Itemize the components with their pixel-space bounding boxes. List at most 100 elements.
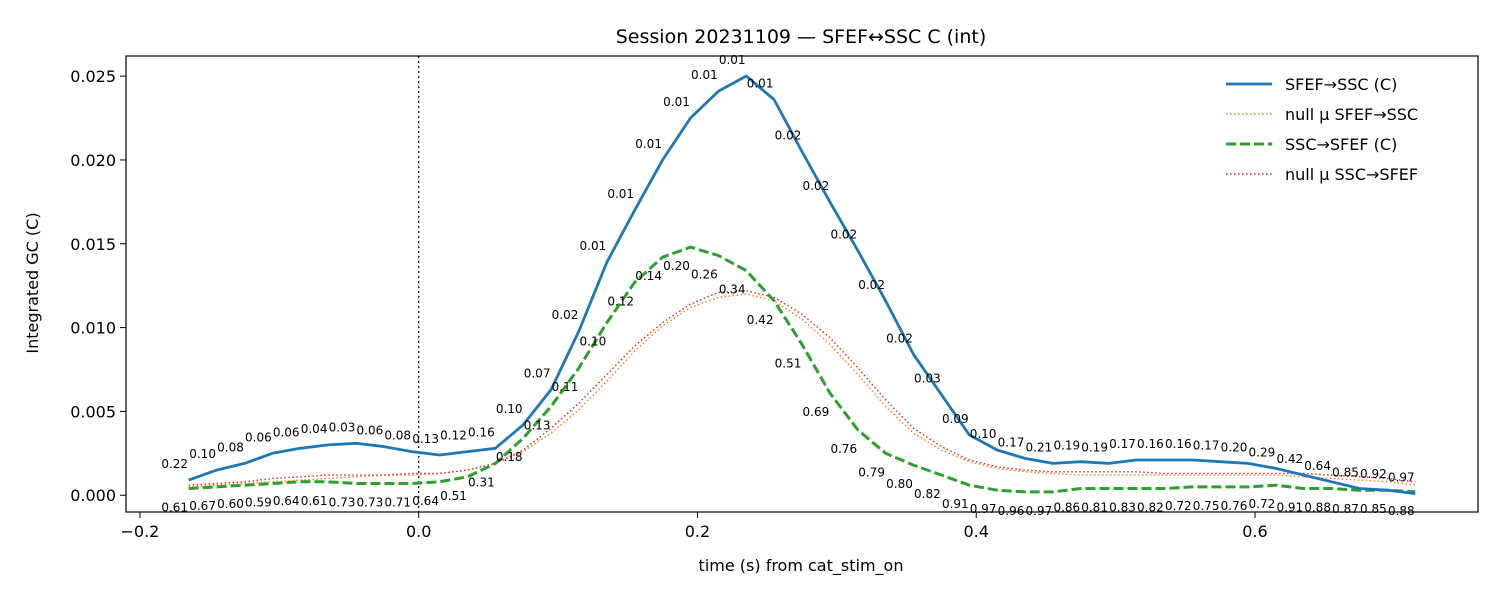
p-value-label: 0.04 — [301, 422, 328, 436]
x-axis-title: time (s) from cat_stim_on — [699, 556, 904, 576]
p-value-label: 0.20 — [663, 259, 690, 273]
p-value-label: 0.03 — [914, 372, 941, 386]
legend-label-3: null μ SSC→SFEF — [1285, 165, 1418, 184]
p-value-label: 0.80 — [886, 477, 913, 491]
legend-label-2: SSC→SFEF (C) — [1285, 135, 1397, 154]
legend-label-1: null μ SFEF→SSC — [1285, 105, 1418, 124]
plot-frame — [125, 55, 1479, 513]
p-value-label: 0.42 — [1276, 452, 1303, 466]
p-value-label: 0.01 — [635, 137, 662, 151]
p-value-label: 0.79 — [858, 465, 885, 479]
p-value-label: 0.10 — [580, 335, 607, 349]
p-value-label: 0.42 — [747, 313, 774, 327]
p-value-label: 0.20 — [1221, 440, 1248, 454]
p-value-label: 0.11 — [552, 380, 579, 394]
p-value-label: 0.07 — [524, 367, 551, 381]
p-value-label: 0.18 — [496, 450, 523, 464]
series-line-2 — [188, 245, 1416, 494]
p-value-label: 0.64 — [273, 494, 300, 508]
p-value-label: 0.88 — [1388, 504, 1415, 518]
p-value-label: 0.76 — [830, 442, 857, 456]
chart-title: Session 20231109 — SFEF↔SSC C (int) — [616, 26, 987, 48]
p-value-label: 0.82 — [914, 487, 941, 501]
p-value-label: 0.06 — [245, 430, 272, 444]
x-tick-label: 0.6 — [1242, 522, 1267, 541]
p-value-label: 0.61 — [301, 494, 328, 508]
p-value-label: 0.82 — [1137, 501, 1164, 515]
p-value-label: 0.85 — [1360, 502, 1387, 516]
p-value-label: 0.01 — [663, 95, 690, 109]
p-value-label: 0.86 — [1053, 501, 1080, 515]
p-value-label: 0.01 — [691, 68, 718, 82]
y-tick-label: 0.005 — [70, 402, 116, 421]
p-value-label: 0.21 — [1026, 440, 1053, 454]
y-axis-title: Integrated GC (C) — [23, 212, 42, 353]
p-value-label: 0.81 — [1081, 501, 1108, 515]
p-value-label: 0.03 — [329, 420, 356, 434]
p-value-label: 0.96 — [998, 504, 1025, 518]
p-value-label: 0.97 — [1388, 471, 1415, 485]
p-value-label: 0.71 — [384, 496, 411, 510]
p-value-label: 0.06 — [273, 425, 300, 439]
x-tick-label: 0.4 — [964, 522, 989, 541]
p-value-label: 0.19 — [1081, 440, 1108, 454]
p-value-label: 0.97 — [970, 502, 997, 516]
p-value-label: 0.13 — [412, 432, 439, 446]
p-value-label: 0.51 — [440, 489, 467, 503]
p-value-label: 0.02 — [803, 179, 830, 193]
p-value-label: 0.10 — [970, 427, 997, 441]
y-tick-label: 0.020 — [70, 151, 116, 170]
p-value-label: 0.69 — [803, 405, 830, 419]
p-value-label: 0.09 — [942, 412, 969, 426]
series-line-3 — [188, 290, 1416, 486]
legend: SFEF→SSC (C) null μ SFEF→SSC SSC→SFEF (C) n… — [1226, 75, 1418, 184]
x-tick-label: 0.0 — [406, 522, 431, 541]
p-value-label: 0.59 — [245, 496, 272, 510]
p-value-label: 0.17 — [1109, 437, 1136, 451]
p-value-label: 0.02 — [552, 308, 579, 322]
p-value-label: 0.73 — [357, 496, 384, 510]
y-tick-label: 0.025 — [70, 67, 116, 86]
p-value-label: 0.34 — [719, 283, 746, 297]
p-value-label: 0.72 — [1165, 499, 1192, 513]
p-value-label: 0.19 — [1053, 439, 1080, 453]
p-value-label: 0.06 — [357, 424, 384, 438]
p-value-label: 0.91 — [942, 497, 969, 511]
p-value-label: 0.08 — [217, 440, 244, 454]
p-value-label: 0.83 — [1109, 501, 1136, 515]
p-value-label: 0.10 — [189, 447, 216, 461]
p-value-label: 0.01 — [580, 239, 607, 253]
p-value-label: 0.76 — [1221, 499, 1248, 513]
p-value-labels: 0.220.10 0.080.06 0.06 0.04 0.03 0.06 0.08 0.13… — [161, 53, 1414, 518]
p-value-label: 0.10 — [496, 402, 523, 416]
p-value-label: 0.31 — [468, 475, 495, 489]
p-value-label: 0.12 — [440, 429, 467, 443]
p-value-label: 0.02 — [775, 129, 802, 143]
p-value-label: 0.67 — [189, 499, 216, 513]
series-lines — [188, 74, 1416, 495]
p-value-label: 0.72 — [1249, 497, 1276, 511]
x-tick-label: 0.2 — [685, 522, 710, 541]
series-line-1 — [188, 293, 1416, 488]
p-value-label: 0.87 — [1332, 502, 1359, 516]
p-value-label: 0.73 — [329, 496, 356, 510]
p-value-label: 0.08 — [384, 429, 411, 443]
series-line-0 — [188, 74, 1416, 495]
p-value-label: 0.64 — [1304, 459, 1331, 473]
p-value-label: 0.17 — [998, 435, 1025, 449]
p-value-label: 0.88 — [1304, 501, 1331, 515]
p-value-label: 0.13 — [524, 418, 551, 432]
p-value-label: 0.02 — [830, 228, 857, 242]
p-value-label: 0.91 — [1276, 501, 1303, 515]
ticks: −0.2 0.0 0.2 0.4 0.6 0.000 0.005 0.010 0.015 0.02… — [70, 56, 1268, 541]
p-value-label: 0.02 — [886, 331, 913, 345]
p-value-label: 0.12 — [607, 294, 634, 308]
p-value-label: 0.01 — [607, 187, 634, 201]
p-value-label: 0.01 — [747, 77, 774, 91]
p-value-label: 0.60 — [217, 497, 244, 511]
p-value-label: 0.85 — [1332, 466, 1359, 480]
legend-label-0: SFEF→SSC (C) — [1285, 75, 1397, 94]
p-value-label: 0.26 — [691, 268, 718, 282]
y-tick-label: 0.000 — [70, 486, 116, 505]
